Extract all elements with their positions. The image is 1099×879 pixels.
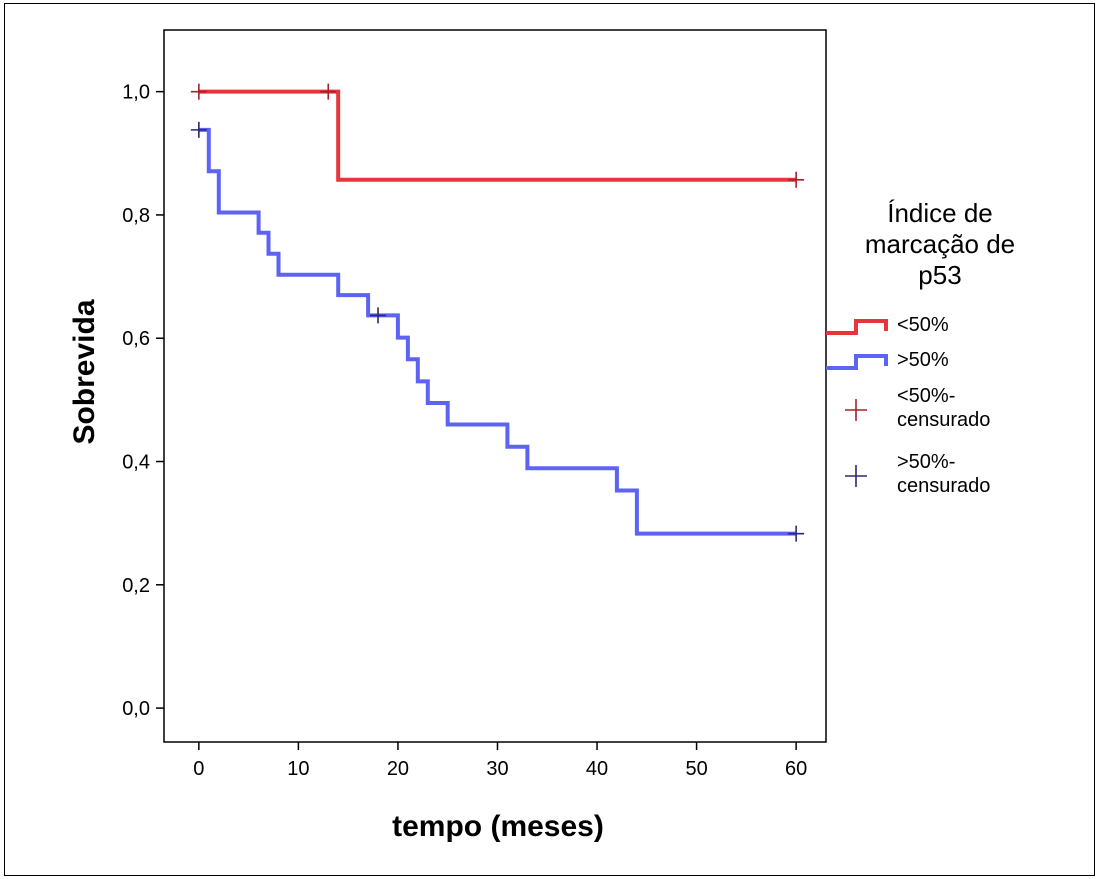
x-tick-label: 0 <box>193 758 204 780</box>
censored-point <box>788 171 805 188</box>
censored-point <box>190 83 207 100</box>
legend-label: censurado <box>897 409 990 431</box>
x-axis-title: tempo (meses) <box>392 810 604 843</box>
y-tick-label: 0,8 <box>122 205 150 227</box>
censored-point <box>788 525 805 542</box>
legend-marker <box>845 465 867 487</box>
x-tick-label: 20 <box>387 758 409 780</box>
censored-point <box>190 121 207 138</box>
legend-label: >50% <box>897 349 949 371</box>
legend-label: <50%- <box>897 385 955 407</box>
plot-area <box>163 29 827 743</box>
y-tick-label: 0,0 <box>122 698 150 720</box>
legend-marker <box>845 399 867 421</box>
legend-title-line: marcação de <box>865 229 1015 259</box>
legend-swatch <box>826 354 888 370</box>
series-line-below-50 <box>198 89 797 182</box>
y-tick-label: 0,4 <box>122 452 150 474</box>
y-tick-label: 0,6 <box>122 328 150 350</box>
series-line-above-50 <box>198 127 797 536</box>
legend-swatch <box>826 319 888 335</box>
y-axis-title: Sobrevida <box>68 299 101 444</box>
legend-label: <50% <box>897 314 949 336</box>
y-tick-label: 0,2 <box>122 575 150 597</box>
x-tick-label: 30 <box>486 758 508 780</box>
censored-point <box>320 83 337 100</box>
legend-label: censurado <box>897 475 990 497</box>
y-tick-label: 1,0 <box>122 82 150 104</box>
x-tick-label: 40 <box>586 758 608 780</box>
x-tick-label: 60 <box>785 758 807 780</box>
axes: 0,0 0,2 0,4 0,6 0,8 1,0 0 10 20 30 40 50 60 <box>122 82 807 780</box>
series-layer <box>190 83 805 542</box>
chart-frame <box>4 3 1095 876</box>
legend-title-line: Índice de <box>887 198 993 228</box>
censored-point <box>370 307 387 324</box>
legend-label: >50%- <box>897 451 955 473</box>
x-tick-label: 50 <box>685 758 707 780</box>
x-tick-label: 10 <box>287 758 309 780</box>
legend-title-line: p53 <box>918 260 961 290</box>
plot-border <box>163 29 827 743</box>
